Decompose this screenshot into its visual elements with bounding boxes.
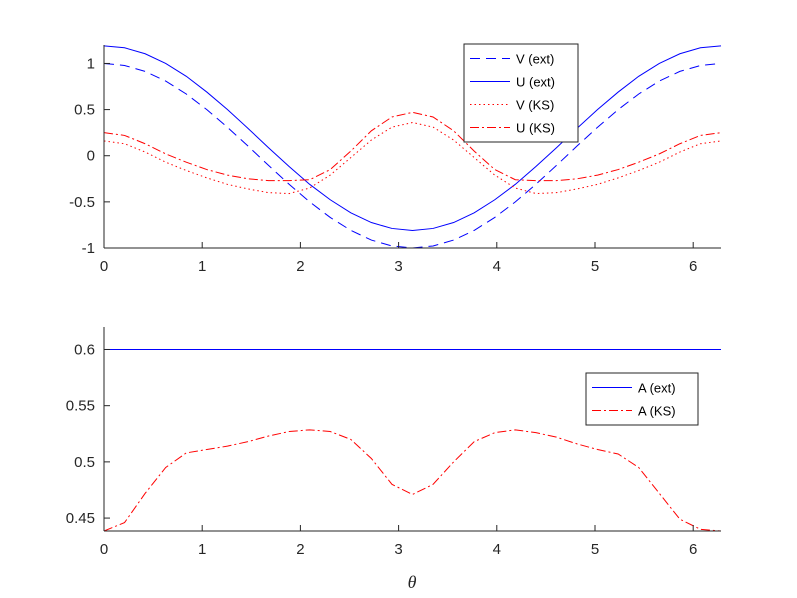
bottom-plot: 0 1 2 3 4 5 6 0.45 0.5 0.55 0.6 A (ext) A (KS) — [66, 327, 722, 558]
bottom-x-tick-label: 6 — [689, 541, 697, 558]
bottom-x-tick-label: 3 — [394, 541, 402, 558]
top-axes: 0 1 2 3 4 5 6 -1 -0.5 0 0.5 1 — [69, 45, 721, 275]
top-plot: 0 1 2 3 4 5 6 -1 -0.5 0 0.5 1 V (ext) U (ext) V (KS) U… — [69, 43, 722, 275]
bottom-legend-label-0: A (ext) — [638, 381, 676, 396]
bottom-x-tick-label: 1 — [198, 541, 206, 558]
bottom-plot-area — [104, 327, 721, 531]
bottom-x-tick-label: 2 — [296, 541, 304, 558]
x-axis-label: θ — [408, 572, 417, 592]
top-x-tick-label: 3 — [394, 258, 402, 275]
bottom-series-group — [103, 348, 722, 532]
top-legend-label-0: V (ext) — [516, 52, 554, 67]
top-legend-label-1: U (ext) — [516, 75, 555, 90]
bottom-x-tick-label: 5 — [591, 541, 599, 558]
top-legend-label-2: V (KS) — [516, 98, 554, 113]
top-series-line-1 — [103, 45, 722, 231]
top-legend: V (ext) U (ext) V (KS) U (KS) — [463, 43, 579, 143]
top-x-tick-label: 4 — [493, 258, 501, 275]
top-plot-area — [104, 45, 721, 248]
top-y-tick-label: -0.5 — [69, 194, 95, 211]
top-x-tick-label: 2 — [296, 258, 304, 275]
bottom-series-line-1 — [103, 429, 722, 532]
bottom-axes: 0 1 2 3 4 5 6 0.45 0.5 0.55 0.6 — [66, 327, 721, 558]
top-legend-box — [463, 43, 579, 143]
top-x-tick-label: 6 — [689, 258, 697, 275]
top-series-line-0 — [103, 62, 722, 249]
bottom-legend-box — [585, 372, 699, 426]
top-x-tick-label: 0 — [100, 258, 108, 275]
top-x-tick-label: 5 — [591, 258, 599, 275]
bottom-legend-label-1: A (KS) — [638, 404, 676, 419]
bottom-legend: A (ext) A (KS) — [585, 372, 699, 426]
top-y-tick-label: -1 — [82, 240, 95, 257]
top-x-tick-label: 1 — [198, 258, 206, 275]
bottom-y-tick-label: 0.6 — [74, 341, 95, 358]
top-series-group — [103, 45, 722, 249]
top-y-tick-label: 0 — [87, 148, 95, 165]
top-series-line-3 — [103, 111, 722, 182]
bottom-x-tick-label: 4 — [493, 541, 501, 558]
bottom-y-tick-label: 0.55 — [66, 398, 95, 415]
top-series-line-2 — [103, 121, 722, 195]
bottom-y-tick-label: 0.45 — [66, 510, 95, 527]
top-y-tick-label: 0.5 — [74, 102, 95, 119]
top-y-tick-label: 1 — [87, 55, 95, 72]
bottom-x-tick-label: 0 — [100, 541, 108, 558]
bottom-y-tick-label: 0.5 — [74, 454, 95, 471]
top-legend-label-3: U (KS) — [516, 121, 555, 136]
